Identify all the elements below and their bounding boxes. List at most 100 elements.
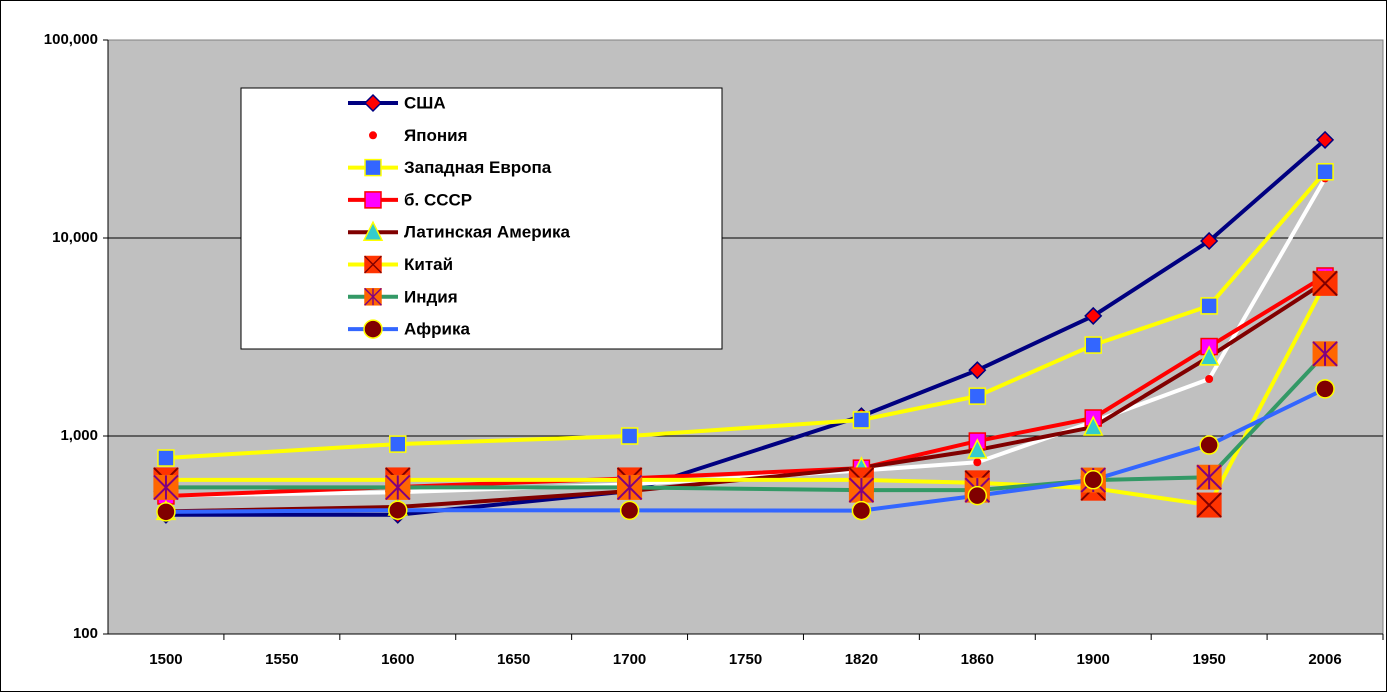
x-tick-label: 1500	[149, 651, 182, 668]
series-segment	[1207, 279, 1328, 359]
x-tick-label: 1550	[265, 651, 298, 668]
y-tick-label: 100,000	[44, 31, 98, 48]
x-tick-label: 1750	[729, 651, 762, 668]
series-segment	[859, 477, 980, 485]
marker	[967, 485, 988, 506]
marker	[1083, 415, 1104, 436]
marker	[1312, 270, 1338, 297]
legend-marker	[369, 131, 377, 140]
marker	[968, 361, 987, 380]
marker	[852, 411, 871, 429]
marker	[1315, 379, 1335, 399]
series-segment	[859, 460, 980, 473]
axes: 100 1,000 10,000 100,000 1500 1550 1600 1650 170…	[44, 31, 1384, 668]
legend-label: Западная Европа	[404, 158, 552, 177]
series-segment	[859, 447, 980, 470]
series-segment	[975, 419, 1096, 465]
legend-marker	[364, 287, 382, 306]
marker	[620, 427, 639, 445]
series-segment	[975, 415, 1096, 444]
marker	[1198, 345, 1220, 366]
legend-label: б. СССР	[404, 190, 472, 209]
series-segment	[1207, 137, 1328, 243]
marker	[848, 477, 875, 503]
marker	[1196, 492, 1222, 518]
series-segment	[859, 368, 980, 419]
series-segment	[1091, 238, 1212, 318]
legend-marker	[363, 93, 383, 113]
series-segment	[1207, 273, 1328, 349]
x-tick-label: 1950	[1192, 651, 1225, 668]
legend-label: Латинская Америка	[404, 223, 571, 242]
series-segment	[1091, 443, 1212, 482]
lines	[163, 137, 1328, 517]
marker	[619, 500, 640, 521]
x-tick-label: 1700	[613, 651, 646, 668]
marker	[967, 438, 988, 459]
marker-cross	[1312, 270, 1338, 297]
x-tick-label: 1820	[845, 651, 878, 668]
legend-marker	[362, 220, 384, 241]
x-tick-label: 1860	[961, 651, 994, 668]
series-segment	[975, 313, 1096, 373]
series-segment	[395, 434, 632, 447]
series-segment	[1091, 303, 1212, 348]
marker	[973, 458, 982, 467]
marker	[1312, 341, 1338, 367]
marker	[1084, 336, 1102, 354]
marker	[1084, 306, 1103, 325]
series-segment	[1091, 475, 1212, 483]
legend-label: Китай	[404, 255, 453, 274]
legend-label: Африка	[404, 320, 470, 339]
legend: США Япония Западная Европа б. СССР Латинская…	[240, 87, 723, 350]
x-tick-label: 1600	[381, 651, 414, 668]
y-tick-label: 1,000	[60, 427, 98, 444]
marker	[1200, 231, 1219, 251]
marker	[1316, 163, 1334, 181]
series-segment	[1207, 169, 1328, 308]
marker	[968, 387, 987, 405]
markers	[153, 130, 1338, 524]
marker	[385, 474, 411, 501]
x-tick-label: 1900	[1077, 651, 1110, 668]
marker	[389, 435, 407, 453]
marker	[616, 474, 643, 501]
series-segment	[975, 425, 1096, 452]
series-segment	[1091, 486, 1212, 508]
marker	[1315, 130, 1335, 149]
series-segment	[975, 343, 1096, 399]
series-segment	[627, 485, 864, 493]
marker	[1205, 375, 1214, 384]
marker-cross	[1196, 492, 1222, 518]
x-tick-label: 1650	[497, 651, 530, 668]
x-tick-label: 2006	[1308, 651, 1341, 668]
marker	[156, 502, 176, 522]
series-segment	[975, 477, 1096, 498]
marker	[851, 500, 872, 521]
marker	[157, 449, 175, 467]
legend-marker	[364, 255, 382, 274]
legend-label: Япония	[404, 126, 468, 145]
series-segment	[1091, 354, 1212, 430]
legend-marker	[364, 191, 382, 209]
y-tick-label: 100	[73, 625, 98, 642]
legend-label: Индия	[404, 287, 458, 306]
marker-cross	[364, 255, 382, 274]
series-segment	[163, 442, 400, 461]
legend-marker	[363, 319, 383, 339]
series-segment	[627, 417, 864, 438]
legend-label: США	[404, 93, 446, 112]
marker	[1083, 470, 1103, 490]
series-segment	[395, 489, 632, 509]
marker	[153, 474, 179, 501]
series-segment	[859, 493, 980, 513]
series-segment	[1207, 281, 1328, 508]
legend-marker	[364, 158, 382, 177]
series-segment	[163, 508, 400, 514]
series-segment	[1091, 344, 1212, 420]
marker	[388, 500, 408, 520]
series-segment	[859, 394, 980, 422]
y-tick-label: 10,000	[52, 229, 98, 246]
series-segment	[1207, 386, 1328, 448]
